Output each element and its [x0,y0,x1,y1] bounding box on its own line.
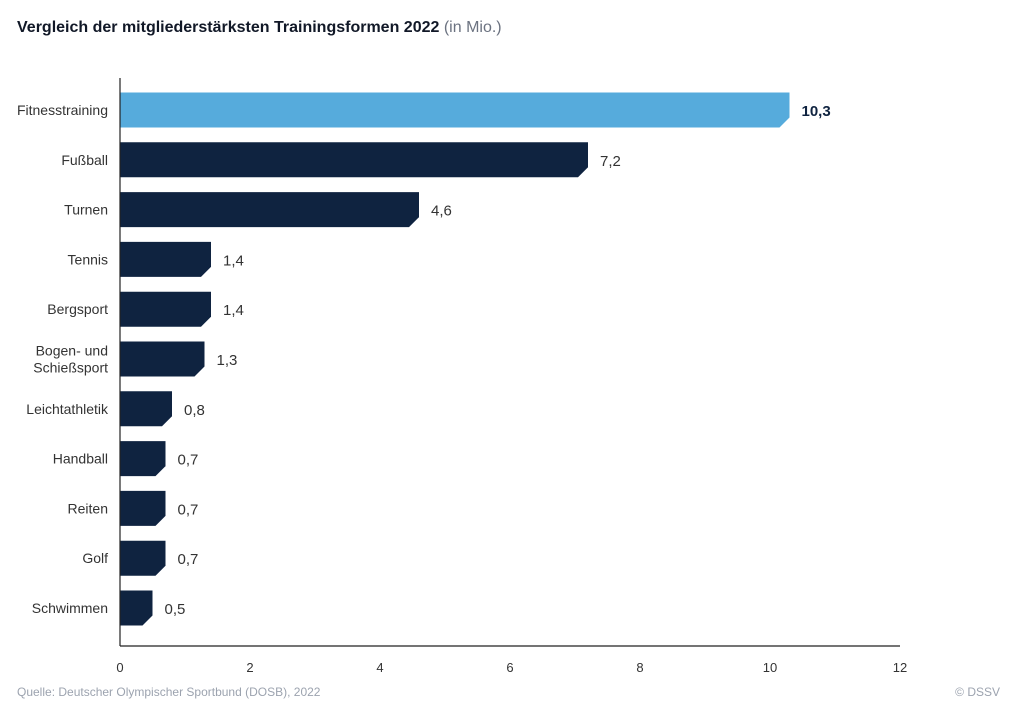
value-label: 7,2 [600,153,621,170]
bar [120,241,211,277]
bar [120,590,153,626]
bar [120,291,211,327]
category-label: Tennis [68,251,108,267]
category-label: Leichtathletik [26,401,109,417]
value-label: 0,7 [178,501,199,518]
x-tick-label: 8 [636,660,643,675]
bar [120,490,166,526]
chart-title-main: Vergleich der mitgliederstärksten Traini… [17,19,440,36]
category-label: Golf [82,550,108,566]
category-label: Fitnesstraining [17,102,108,118]
x-tick-label: 4 [376,660,383,675]
category-label: Bogen- und Schießsport [33,343,108,376]
chart-title-unit: (in Mio.) [443,19,502,36]
bar [120,540,166,576]
value-label: 0,7 [178,452,199,469]
x-tick-label: 10 [763,660,777,675]
value-label: 1,4 [223,302,244,319]
value-label: 0,8 [184,402,205,419]
source-note: Quelle: Deutscher Olympischer Sportbund … [17,685,321,699]
category-label: Schwimmen [32,600,108,616]
bar [120,92,790,128]
chart-title: Vergleich der mitgliederstärksten Traini… [17,19,502,37]
x-tick-label: 12 [893,660,907,675]
x-tick-label: 0 [116,660,123,675]
category-label: Handball [53,451,108,467]
bar [120,192,419,228]
category-label: Turnen [64,202,108,218]
copyright-note: © DSSV [955,685,1000,699]
bar [120,341,205,377]
bar [120,391,172,427]
value-label: 1,3 [217,352,238,369]
bar [120,441,166,477]
category-label: Bergsport [47,301,108,317]
value-label: 0,5 [165,601,186,618]
bar [120,142,588,178]
x-tick-label: 2 [246,660,253,675]
category-label: Reiten [68,500,108,516]
value-label: 1,4 [223,252,244,269]
x-tick-label: 6 [506,660,513,675]
value-label: 10,3 [802,103,831,120]
value-label: 4,6 [431,203,452,220]
value-label: 0,7 [178,551,199,568]
category-label: Fußball [61,152,108,168]
